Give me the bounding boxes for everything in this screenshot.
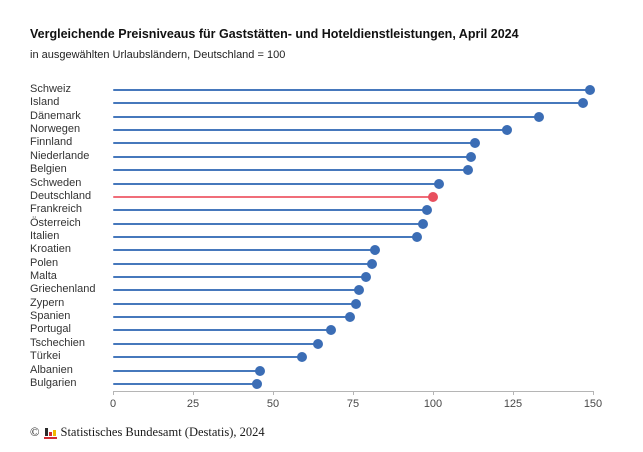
x-tick-label: 150: [583, 398, 603, 410]
data-point-dot: [367, 258, 378, 269]
lollipop-line: [113, 142, 475, 145]
source-text: Statistisches Bundesamt (Destatis), 2024: [60, 425, 265, 439]
country-label: Italien: [30, 229, 60, 242]
x-tick-mark: [353, 391, 354, 395]
destatis-logo-icon: [43, 427, 57, 439]
lollipop-line: [113, 209, 427, 212]
data-point-dot: [428, 191, 438, 202]
data-point-dot: [370, 245, 381, 256]
country-label: Portugal: [30, 323, 71, 336]
lollipop-line: [113, 342, 318, 345]
country-label: Frankreich: [30, 203, 82, 216]
lollipop-line: [113, 129, 507, 132]
data-point-dot: [463, 165, 474, 176]
lollipop-line: [113, 195, 433, 198]
lollipop-line: [113, 222, 424, 225]
x-tick-mark: [193, 391, 194, 395]
country-label: Zypern: [30, 296, 65, 309]
lollipop-line: [113, 115, 539, 118]
country-label: Türkei: [30, 350, 61, 363]
data-point-dot: [412, 231, 422, 242]
lollipop-line: [113, 235, 417, 238]
x-tick-label: 0: [109, 398, 117, 410]
lollipop-line: [113, 302, 357, 305]
data-point-dot: [434, 178, 445, 189]
data-point-dot: [354, 285, 365, 296]
lollipop-line: [113, 329, 331, 332]
lollipop-line: [113, 382, 257, 385]
x-tick-label: 25: [186, 398, 200, 410]
country-label: Tschechien: [30, 336, 86, 349]
x-tick-mark: [513, 391, 514, 395]
country-label: Belgien: [30, 163, 67, 176]
lollipop-line: [113, 289, 360, 292]
data-point-dot: [466, 151, 477, 162]
country-label: Malta: [30, 270, 57, 283]
country-label: Island: [30, 96, 60, 109]
country-label: Griechenland: [30, 283, 96, 296]
country-label: Polen: [30, 256, 59, 269]
country-label: Österreich: [30, 216, 81, 229]
x-tick-mark: [273, 391, 274, 395]
data-point-dot: [351, 298, 362, 309]
lollipop-line: [113, 356, 302, 359]
x-tick-label: 125: [503, 398, 523, 410]
lollipop-line: [113, 89, 590, 91]
country-label: Deutschland: [30, 189, 92, 202]
data-point-dot: [344, 312, 355, 323]
chart-title: Vergleichende Preisniveaus für Gaststätt…: [30, 27, 519, 41]
x-tick-mark: [593, 391, 594, 395]
lollipop-line: [113, 262, 373, 265]
country-label: Schweiz: [30, 83, 71, 95]
lollipop-line: [113, 169, 469, 172]
data-point-dot: [469, 138, 480, 149]
lollipop-line: [113, 155, 472, 158]
country-label: Niederlande: [30, 149, 90, 162]
data-point-dot: [325, 325, 336, 336]
data-point-dot: [501, 125, 512, 136]
copyright-symbol: ©: [30, 425, 40, 439]
data-point-dot: [533, 111, 544, 122]
country-label: Norwegen: [30, 123, 81, 136]
data-point-dot: [296, 352, 307, 363]
chart-subtitle: in ausgewählten Urlaubsländern, Deutschl…: [30, 49, 286, 61]
data-point-dot: [360, 272, 371, 283]
x-tick-label: 75: [346, 398, 360, 410]
data-point-dot: [578, 98, 589, 109]
data-point-dot: [255, 365, 266, 376]
country-label: Dänemark: [30, 109, 81, 122]
data-point-dot: [421, 205, 432, 216]
data-point-dot: [584, 85, 595, 95]
data-point-dot: [312, 338, 323, 349]
x-tick-mark: [113, 391, 114, 395]
lollipop-line: [113, 102, 584, 105]
country-label: Albanien: [30, 363, 73, 376]
country-label: Spanien: [30, 310, 71, 323]
data-point-dot: [252, 378, 262, 389]
source-line: © Statistisches Bundesamt (Destatis), 20…: [30, 425, 265, 440]
lollipop-line: [113, 316, 350, 319]
x-tick-label: 100: [423, 398, 443, 410]
x-tick-mark: [433, 391, 434, 395]
country-label: Schweden: [30, 176, 82, 189]
country-label: Kroatien: [30, 243, 71, 256]
data-point-dot: [418, 218, 429, 229]
country-label: Finnland: [30, 136, 73, 149]
lollipop-line: [113, 276, 366, 279]
x-tick-label: 50: [266, 398, 280, 410]
lollipop-line: [113, 182, 440, 185]
lollipop-line: [113, 249, 376, 252]
lollipop-line: [113, 369, 261, 372]
country-label: Bulgarien: [30, 376, 77, 389]
